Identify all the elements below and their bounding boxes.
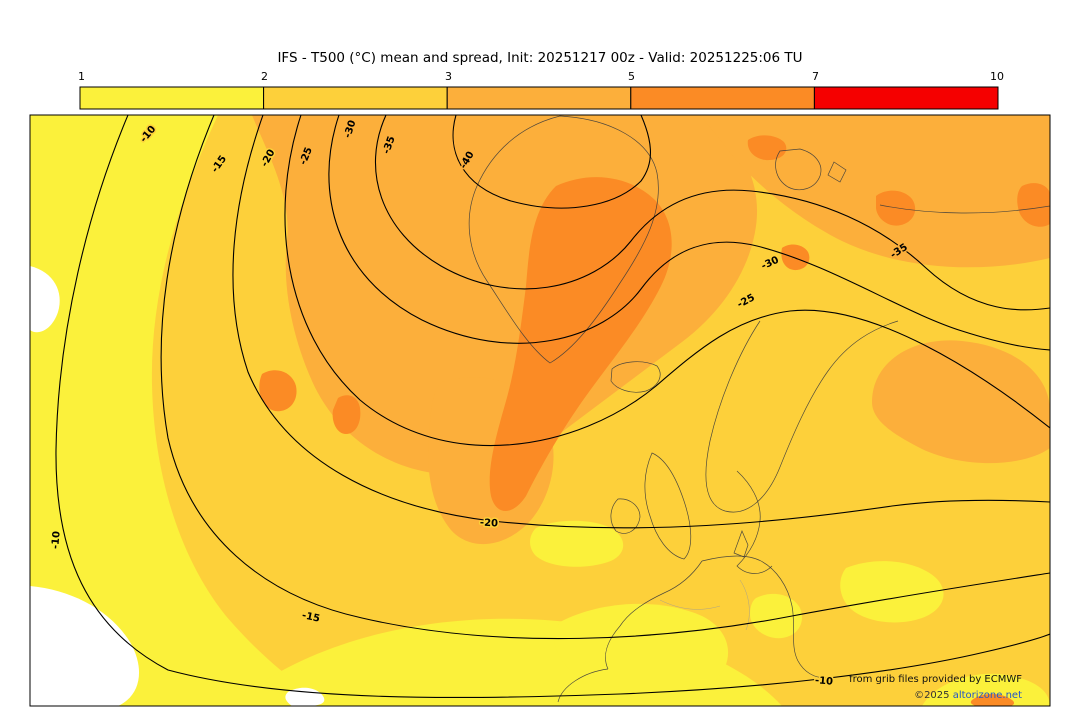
colorbar-tick: 3 [445, 70, 452, 83]
coastline-italy [701, 555, 827, 679]
colorbar-segment-5 [813, 86, 999, 110]
page-title: IFS - T500 (°C) mean and spread, Init: 2… [277, 50, 802, 66]
credits-source: from grib files provided by ECMWF [849, 674, 1022, 685]
spread-region-orange-west [259, 370, 297, 412]
coastline-france [605, 560, 703, 670]
spread-region-orange-southeast [970, 694, 1015, 706]
colorbar-tick: 10 [990, 70, 1004, 83]
coastline-ireland [610, 498, 641, 534]
coastline-iceland [610, 361, 661, 393]
contour-label: -10 [814, 675, 833, 688]
colorbar-segment-3 [446, 86, 632, 110]
spread-region-white-southwest [30, 586, 140, 706]
contour-line-minus25 [284, 115, 1050, 447]
coastline-svalbard-1 [775, 148, 822, 190]
country-border-2 [739, 579, 750, 631]
credits-copyright-prefix: ©2025 [914, 690, 953, 701]
spread-region-orange-east-edge [1017, 183, 1050, 227]
contour-line-minus10 [55, 115, 1050, 699]
spread-region-orange-top [747, 135, 787, 161]
spread-region-yellow-southcentral [554, 603, 729, 696]
coastline-denmark [733, 530, 749, 558]
credits-copyright: ©2025 altorizone.net [914, 690, 1022, 701]
spread-region-amber-east [872, 340, 1050, 464]
coastline-scandinavia [705, 320, 899, 513]
colorbar-tick: 5 [628, 70, 635, 83]
coastline-iberia [557, 668, 609, 703]
spread-region-yellow-southeast-corner [922, 673, 1050, 706]
contour-label: -20 [480, 518, 499, 530]
spread-region-yellow-center [530, 520, 624, 567]
contour-label: -30 [342, 119, 358, 140]
coastline-arctic-russia [879, 204, 1050, 214]
spread-region-amber-northeast [700, 115, 1050, 268]
spread-region-white-west [30, 266, 60, 333]
spread-region-yellow-balkans [840, 561, 944, 623]
spread-region-orange-centerwest [332, 395, 361, 434]
country-border-1 [659, 599, 721, 610]
coastline-baltic [736, 470, 773, 574]
colorbar-segment-4 [630, 86, 815, 110]
coastline-greenland [468, 115, 659, 364]
coastline-svalbard-2 [827, 161, 847, 183]
contour-line-minus20 [232, 115, 1050, 529]
colorbar-segment-2 [263, 86, 448, 110]
contour-line-minus30 [328, 115, 1050, 351]
colorbar-segment-1 [79, 86, 265, 110]
map-border [29, 114, 1051, 707]
spread-region-yellow-west [30, 115, 332, 706]
colorbar: 1 2 3 5 7 10 [78, 70, 1004, 110]
spread-region-yellow-italy [750, 593, 802, 639]
coastline-britain [644, 452, 692, 560]
contour-label: -10 [50, 531, 63, 550]
spread-region-orange-greenland [489, 177, 672, 511]
spread-region-orange-northeast-2 [781, 244, 810, 271]
credits-site-link[interactable]: altorizone.net [953, 690, 1022, 701]
weather-map: -10 -15 -20 -25 -30 -35 -40 -35 -30 -25 … [30, 115, 1050, 706]
contour-line-minus35 [374, 115, 1050, 311]
contour-label: -15 [301, 610, 321, 625]
colorbar-tick: 7 [812, 70, 819, 83]
colorbar-tick: 2 [261, 70, 268, 83]
contour-line-minus15 [160, 115, 1050, 640]
colorbar-tick: 1 [78, 70, 85, 83]
contour-line-minus40 [452, 115, 652, 209]
